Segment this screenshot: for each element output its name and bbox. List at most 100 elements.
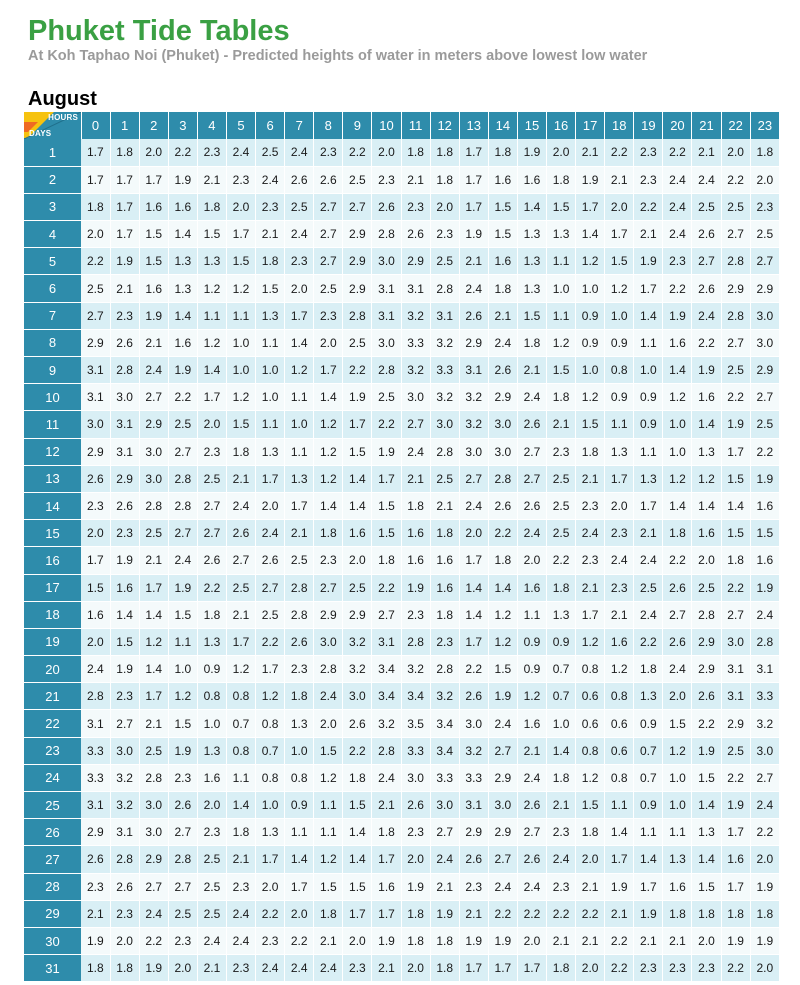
tide-height-cell: 2.4 — [575, 519, 606, 548]
tide-height-cell: 1.0 — [255, 356, 286, 385]
tide-height-cell: 2.4 — [546, 845, 577, 874]
tide-height-cell: 3.0 — [750, 302, 781, 330]
tide-height-cell: 1.2 — [255, 682, 286, 711]
tide-height-cell: 2.5 — [342, 329, 373, 358]
day-number-cell: 21 — [24, 682, 81, 711]
tide-height-cell: 3.2 — [371, 709, 402, 738]
tide-height-cell: 2.5 — [255, 601, 286, 629]
tide-height-cell: 2.7 — [168, 818, 198, 847]
tide-height-cell: 2.9 — [459, 329, 489, 358]
day-row: 13 2.6 2.9 3.0 2.8 2.5 2.1 1.7 1.3 1.2 1.4 1.7 2.1 2.… — [24, 465, 781, 493]
tide-height-cell: 2.0 — [313, 709, 344, 738]
tide-height-cell: 2.8 — [691, 601, 722, 629]
tide-height-cell: 1.9 — [168, 737, 198, 765]
tide-height-cell: 1.1 — [546, 247, 577, 276]
day-row: 28 2.3 2.6 2.7 2.7 2.5 2.3 2.0 1.7 1.5 1.5 1.6 1.9 2.… — [24, 873, 781, 901]
tide-height-cell: 2.6 — [459, 845, 489, 874]
tide-height-cell: 1.9 — [139, 954, 169, 983]
tide-height-cell: 1.8 — [226, 438, 257, 466]
tide-height-cell: 1.4 — [691, 492, 722, 521]
tide-height-cell: 1.7 — [371, 465, 402, 493]
tide-height-cell: 1.7 — [488, 954, 518, 983]
tide-height-cell: 2.7 — [430, 818, 460, 847]
tide-height-cell: 1.0 — [604, 302, 635, 330]
tide-height-cell: 1.9 — [342, 383, 373, 412]
tide-height-cell: 2.4 — [633, 546, 664, 575]
tide-height-cell: 2.6 — [284, 628, 315, 657]
tide-height-cell: 2.4 — [284, 139, 315, 167]
tide-height-cell: 2.3 — [110, 900, 140, 928]
tide-height-cell: 1.3 — [168, 274, 198, 303]
tide-height-cell: 2.5 — [546, 519, 577, 548]
tide-height-cell: 1.2 — [575, 764, 606, 793]
tide-height-cell: 3.2 — [110, 791, 140, 820]
tide-height-cell: 2.6 — [488, 356, 518, 385]
day-number-cell: 16 — [24, 546, 81, 575]
tide-height-cell: 2.8 — [371, 356, 402, 385]
tide-height-cell: 2.9 — [691, 628, 722, 657]
tide-height-cell: 1.7 — [255, 465, 286, 493]
tide-height-cell: 1.3 — [546, 220, 577, 249]
tide-height-cell: 2.5 — [546, 465, 577, 493]
tide-height-cell: 2.3 — [226, 873, 257, 901]
tide-height-cell: 1.2 — [546, 329, 577, 358]
tide-height-cell: 2.9 — [691, 655, 722, 684]
tide-height-cell: 1.2 — [662, 383, 693, 412]
tide-height-cell: 2.9 — [488, 818, 518, 847]
tide-height-cell: 1.7 — [459, 139, 489, 167]
tide-height-cell: 1.5 — [313, 873, 344, 901]
tide-height-cell: 3.2 — [430, 682, 460, 711]
tide-height-cell: 2.0 — [604, 492, 635, 521]
tide-height-cell: 1.3 — [662, 845, 693, 874]
day-number-cell: 18 — [24, 601, 81, 629]
tide-height-cell: 3.1 — [721, 682, 751, 711]
day-number-cell: 1 — [24, 139, 81, 167]
tide-height-cell: 1.7 — [459, 166, 489, 194]
tide-height-cell: 1.4 — [226, 791, 257, 820]
day-row: 15 2.0 2.3 2.5 2.7 2.7 2.6 2.4 2.1 1.8 1.6 1.5 1.6 1.… — [24, 519, 781, 548]
tide-height-cell: 1.0 — [255, 383, 286, 412]
tide-height-cell: 1.6 — [517, 166, 548, 194]
tide-height-cell: 1.6 — [488, 166, 518, 194]
tide-height-cell: 1.9 — [81, 927, 111, 956]
tide-height-cell: 2.7 — [168, 519, 198, 548]
tide-height-cell: 1.6 — [691, 383, 722, 412]
tide-height-cell: 0.9 — [633, 383, 664, 412]
tide-height-cell: 2.3 — [546, 873, 577, 901]
tide-height-cell: 2.7 — [662, 601, 693, 629]
tide-height-cell: 2.6 — [459, 682, 489, 711]
tide-height-cell: 1.8 — [488, 274, 518, 303]
tide-height-cell: 0.7 — [546, 682, 577, 711]
tide-height-cell: 0.8 — [575, 737, 606, 765]
tide-height-cell: 1.4 — [633, 845, 664, 874]
tide-height-cell: 2.7 — [459, 465, 489, 493]
tide-height-cell: 2.4 — [662, 220, 693, 249]
tide-height-cell: 1.9 — [110, 655, 140, 684]
tide-height-cell: 1.4 — [721, 492, 751, 521]
tide-height-cell: 0.6 — [575, 682, 606, 711]
tide-height-cell: 2.0 — [517, 927, 548, 956]
tide-height-cell: 1.1 — [255, 410, 286, 439]
tide-height-cell: 2.4 — [371, 764, 402, 793]
day-number-cell: 7 — [24, 302, 81, 330]
tide-height-cell: 1.9 — [430, 900, 460, 928]
tide-height-cell: 2.2 — [633, 628, 664, 657]
tide-height-cell: 0.6 — [604, 709, 635, 738]
tide-height-cell: 1.7 — [110, 220, 140, 249]
tide-height-cell: 2.0 — [750, 166, 781, 194]
tide-height-cell: 3.0 — [139, 791, 169, 820]
tide-height-cell: 1.3 — [168, 247, 198, 276]
tide-height-cell: 1.5 — [255, 274, 286, 303]
tide-height-cell: 1.6 — [401, 519, 431, 548]
tide-height-cell: 3.2 — [459, 383, 489, 412]
tide-height-cell: 1.6 — [81, 601, 111, 629]
tide-height-cell: 1.7 — [255, 655, 286, 684]
hour-header-cell: 23 — [750, 112, 781, 139]
tide-height-cell: 2.6 — [691, 274, 722, 303]
tide-height-cell: 2.3 — [371, 166, 402, 194]
tide-height-cell: 2.1 — [546, 410, 577, 439]
tide-height-cell: 1.7 — [633, 274, 664, 303]
tide-height-cell: 2.8 — [750, 628, 781, 657]
day-row: 26 2.9 3.1 3.0 2.7 2.3 1.8 1.3 1.1 1.1 1.4 1.8 2.3 2.… — [24, 818, 781, 847]
tide-height-cell: 2.7 — [721, 329, 751, 358]
